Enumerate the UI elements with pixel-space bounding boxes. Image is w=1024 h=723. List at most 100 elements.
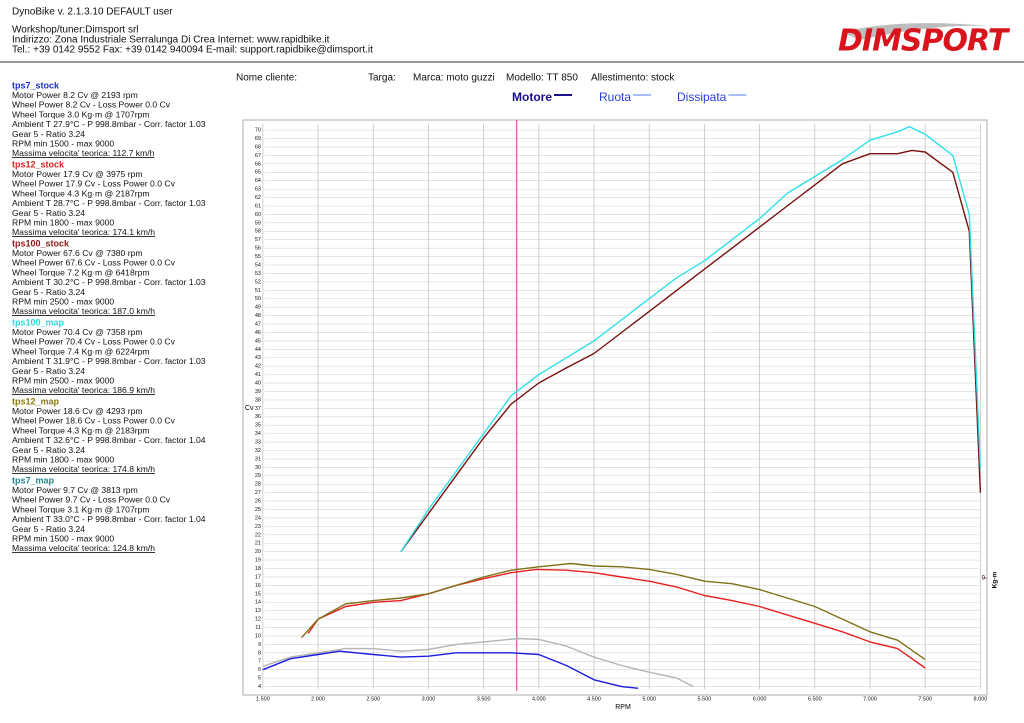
x-tick-label: 7.000 [863, 696, 877, 702]
run-name: tps7_map [12, 475, 55, 485]
y-tick-label: 5 [258, 676, 261, 682]
y-tick-label: 18 [255, 566, 261, 572]
y-tick-label: 42 [255, 364, 261, 370]
run-detail: Wheel Torque 3.1 Kg·m @ 1707rpm [12, 504, 150, 514]
y-tick-label: 48 [255, 313, 261, 319]
logo-swoosh [842, 23, 990, 40]
logo-text: DIMSPORT [838, 24, 1011, 59]
series-line [262, 637, 694, 688]
run-detail: Ambient T 31.9°C - P 998.8mbar - Corr. f… [12, 356, 206, 366]
y-tick-label: 66 [255, 161, 261, 167]
y-tick-label: 36 [255, 414, 261, 420]
info-field: Targa: [368, 73, 396, 84]
y-tick-label: 70 [255, 128, 261, 134]
y-tick-label: 7 [258, 659, 261, 665]
header-line: Indirizzo: Zona Industriale Serralunga D… [12, 35, 330, 46]
run-detail: Ambient T 28.7°C - P 998.8mbar - Corr. f… [12, 198, 206, 208]
run-name: tps100_map [12, 317, 65, 327]
series-line [300, 562, 926, 661]
y-tick-label: 25 [255, 507, 261, 513]
run-detail: Massima velocita' teorica: 112.7 km/h [12, 148, 155, 158]
x-tick-label: 3.500 [477, 696, 491, 702]
y-tick-label: 59 [255, 220, 261, 226]
y-tick-label: 30 [255, 465, 261, 471]
run-detail: RPM min 2500 - max 9000 [12, 375, 114, 385]
run-detail: RPM min 1800 - max 9000 [12, 454, 114, 464]
y-tick-label: 41 [255, 372, 261, 378]
y-tick-label: 40 [255, 381, 261, 387]
y-tick-label: 29 [255, 473, 261, 479]
run-name: tps7_stock [12, 80, 60, 90]
chart: 4567891011121314151617181920212223242526… [242, 119, 999, 711]
y-tick-label: 39 [255, 389, 261, 395]
run-detail: Gear 5 - Ratio 3.24 [12, 524, 85, 534]
run-detail: Gear 5 - Ratio 3.24 [12, 445, 85, 455]
run-detail: Gear 5 - Ratio 3.24 [12, 366, 85, 376]
y-tick-label: 33 [255, 440, 261, 446]
y-tick-label: 68 [255, 144, 261, 150]
run-detail: Ambient T 27.9°C - P 998.8mbar - Corr. f… [12, 119, 206, 129]
y-tick-label: 24 [255, 515, 261, 521]
y-tick-label: 28 [255, 482, 261, 488]
y-tick-label: 13 [255, 608, 261, 614]
y-tick-label: 63 [255, 187, 261, 193]
y-tick-label: 60 [255, 212, 261, 218]
run-detail: RPM min 1800 - max 9000 [12, 217, 114, 227]
run-detail: Ambient T 30.2°C - P 998.8mbar - Corr. f… [12, 277, 206, 287]
y-tick-label: 4 [258, 684, 261, 690]
y-tick-label: 56 [255, 246, 261, 252]
y-tick-label: 64 [255, 178, 261, 184]
y-tick-label: 34 [255, 431, 261, 437]
run-detail: Massima velocita' teorica: 187.0 km/h [12, 306, 155, 316]
run-detail: RPM min 1500 - max 9000 [12, 138, 114, 148]
y-tick-label: 32 [255, 448, 261, 454]
plot-frame [242, 119, 988, 696]
legend-label: Dissipata [677, 90, 727, 104]
info-field: Marca: moto guzzi [413, 73, 495, 84]
x-tick-label: 2.500 [366, 696, 380, 702]
run-detail: Massima velocita' teorica: 186.9 km/h [12, 385, 155, 395]
run-detail: Wheel Power 18.6 Cv - Loss Power 0.0 Cv [12, 416, 176, 426]
y-tick-label: 49 [255, 305, 261, 311]
run-name: tps12_stock [12, 159, 65, 169]
run-detail: Massima velocita' teorica: 174.1 km/h [12, 227, 155, 237]
header-line: Tel.: +39 0142 9552 Fax: +39 0142 940094… [12, 45, 373, 56]
y-tick-label: 9 [258, 642, 261, 648]
y-tick-label: 26 [255, 499, 261, 505]
x-tick-label: 5.000 [642, 696, 656, 702]
info-field: Allestimento: stock [591, 73, 675, 84]
y-tick-label: 11 [255, 625, 261, 631]
y-tick-label: 15 [255, 591, 261, 597]
y-tick-label: 55 [255, 254, 261, 260]
header-line: Workshop/tuner:Dimsport srl [12, 25, 139, 36]
y-tick-label: 20 [255, 549, 261, 555]
y-tick-label: 65 [255, 170, 261, 176]
y-tick-label: 57 [255, 237, 261, 243]
series-line [400, 149, 982, 553]
run-name: tps12_map [12, 396, 60, 406]
y-tick-label: 46 [255, 330, 261, 336]
run-detail: Wheel Torque 4.3 Kg·m @ 2187rpm [12, 188, 150, 198]
x-tick-label: 6.500 [808, 696, 822, 702]
y-tick-label: 43 [255, 355, 261, 361]
x-tick-label: 4.000 [532, 696, 546, 702]
y-tick-label: 69 [255, 136, 261, 142]
y-tick-label: 22 [255, 532, 261, 538]
run-name: tps100_stock [12, 238, 70, 248]
x-tick-label: 8.000 [973, 696, 987, 702]
series-line [400, 126, 982, 553]
run-detail: Ambient T 32.6°C - P 998.8mbar - Corr. f… [12, 435, 206, 445]
x-tick-label: 1.500 [256, 696, 270, 702]
legend-label: Motore [512, 90, 552, 104]
legend: Motore Ruota Dissipata [512, 90, 747, 104]
y-tick-label: 21 [255, 541, 261, 547]
run-detail: Wheel Power 70.4 Cv - Loss Power 0.0 Cv [12, 337, 176, 347]
info-field: Modello: TT 850 [506, 73, 578, 84]
y-tick-label: 8 [258, 650, 261, 656]
y-tick-label: 61 [255, 203, 261, 209]
y-tick-label: 23 [255, 524, 261, 530]
y-tick-label: 10 [255, 633, 261, 639]
y-tick-label: 31 [255, 456, 261, 462]
y-tick-label: 58 [255, 229, 261, 235]
y-tick-label: 14 [255, 600, 261, 606]
